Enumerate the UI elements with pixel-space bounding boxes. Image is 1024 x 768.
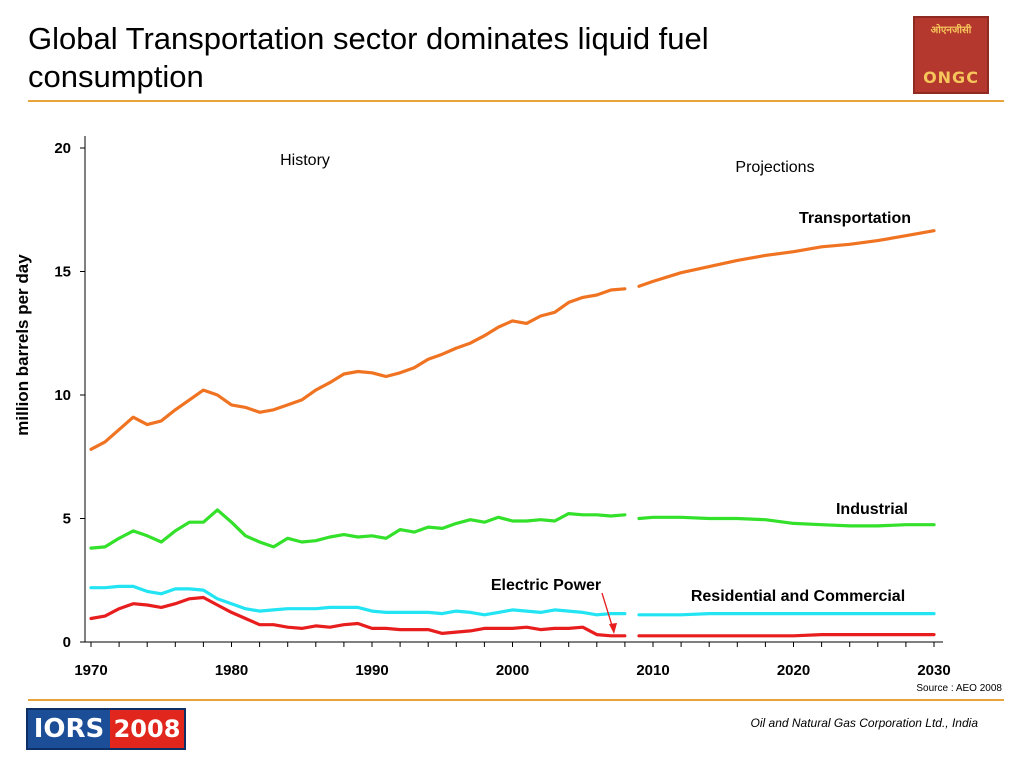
x-tick-label: 2030: [917, 662, 950, 679]
x-tick-label: 2010: [636, 662, 669, 679]
ongc-logo-hindi: ओएनजीसी: [930, 25, 972, 36]
series-line-industrial-projection: [637, 515, 936, 528]
iors-logo-year: 2008: [110, 710, 184, 748]
footer-company: Oil and Natural Gas Corporation Ltd., In…: [750, 716, 978, 730]
series-line-electric-power-history: [89, 595, 627, 638]
series-line-electric-power-projection: [637, 632, 936, 638]
x-tick-label: 1970: [74, 662, 107, 679]
history-annotation: History: [280, 152, 330, 169]
iors-event-logo: IORS 2008: [26, 708, 186, 750]
y-tick-label: 10: [54, 387, 71, 404]
y-tick-label: 15: [54, 264, 71, 281]
electric-power-arrowhead: [609, 623, 617, 634]
series-line-industrial-history: [89, 508, 627, 550]
series-line-transportation-projection: [637, 229, 936, 288]
series-line-transportation-history: [89, 287, 627, 451]
series-label-residential-and-commercial: Residential and Commercial: [691, 588, 905, 605]
footer-divider: [28, 699, 1004, 701]
y-tick-label: 20: [54, 140, 71, 157]
series-line-residential-and-commercial-history: [89, 584, 627, 617]
x-tick-label: 1990: [355, 662, 388, 679]
x-tick-label: 2000: [496, 662, 529, 679]
series-line-residential-and-commercial-projection: [637, 611, 936, 617]
iors-logo-text: IORS: [33, 714, 105, 744]
fuel-consumption-chart: 0 5 10 15 20 1970 1980 1990 2000 2010 2020 2030 mill…: [13, 136, 951, 679]
slide-title: Global Transportation sector dominates l…: [28, 21, 709, 94]
x-tick-label: 2020: [777, 662, 810, 679]
series-label-industrial: Industrial: [836, 501, 908, 518]
source-note: Source : AEO 2008: [916, 683, 1002, 694]
ongc-logo: ओएनजीसी ONGC: [913, 16, 989, 94]
y-tick-label: 5: [63, 511, 71, 528]
ongc-logo-text: ONGC: [923, 68, 979, 87]
projections-annotation: Projections: [735, 159, 814, 176]
y-axis-label: million barrels per day: [13, 254, 32, 436]
x-tick-label: 1980: [215, 662, 248, 679]
series-label-electric-power: Electric Power: [491, 577, 601, 594]
series-label-transportation: Transportation: [799, 210, 911, 227]
y-tick-label: 0: [63, 634, 71, 651]
title-divider: [28, 100, 1004, 102]
